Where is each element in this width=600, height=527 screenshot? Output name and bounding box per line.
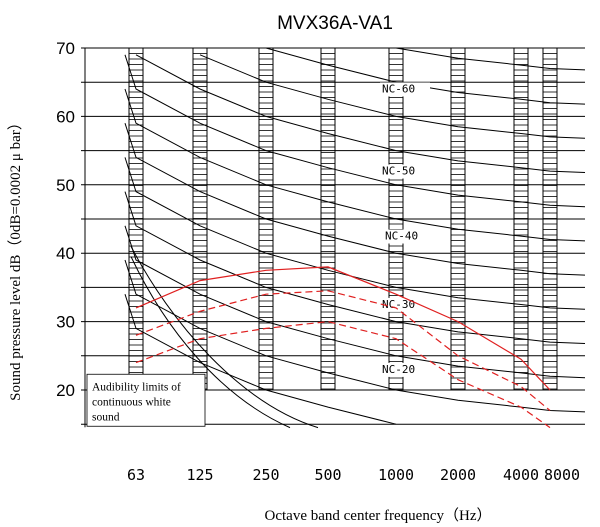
x-axis-label: Octave band center frequency（Hz） xyxy=(265,507,492,524)
nc-label-bg xyxy=(380,82,430,97)
annotation-text: Audibility limits of continuous white soun… xyxy=(92,381,181,423)
x-tick-labels: 63 125 250 500 1000 2000 4000 8000 xyxy=(127,466,580,484)
y-tick-label: 50 xyxy=(56,176,75,195)
nc-curve xyxy=(135,54,586,173)
nc-label: NC-20 xyxy=(382,363,415,376)
nc-curve xyxy=(124,225,586,379)
nc-label-bg xyxy=(380,362,430,377)
nc-curve xyxy=(124,294,397,425)
y-tick-labels: 20 30 40 50 60 70 xyxy=(56,39,75,400)
x-tick-label: 1000 xyxy=(378,466,414,484)
nc-labels: NC-60 NC-50 NC-40 NC-30 NC-20 xyxy=(380,82,433,377)
y-tick-label: 40 xyxy=(56,244,75,263)
nc-curve xyxy=(265,47,586,105)
x-tick-label: 2000 xyxy=(440,466,476,484)
nc-label: NC-60 xyxy=(382,82,415,95)
nc-curve xyxy=(124,54,586,208)
annotation-line: sound xyxy=(92,411,120,423)
band-strip xyxy=(128,47,144,390)
nc-curve xyxy=(199,54,586,139)
nc-label-bg xyxy=(383,229,433,244)
annotation-line: Audibility limits of xyxy=(92,381,181,393)
x-tick-label: 500 xyxy=(314,466,341,484)
nc-label: NC-40 xyxy=(385,230,418,243)
nc-curves xyxy=(124,47,586,429)
nc-label-bg xyxy=(380,297,430,312)
nc-curve xyxy=(124,88,586,242)
audibility-curve xyxy=(130,246,319,429)
series-line xyxy=(135,290,551,411)
band-strip xyxy=(258,47,274,390)
y-tick-label: 70 xyxy=(56,39,75,58)
nc-curve xyxy=(395,47,586,71)
series-line xyxy=(135,266,551,391)
annotation-line: continuous white xyxy=(92,396,171,408)
x-tick-label: 125 xyxy=(186,466,213,484)
x-tick-label: 63 xyxy=(127,466,145,484)
measured-series xyxy=(135,266,551,429)
x-tick-label: 8000 xyxy=(544,466,580,484)
y-tick-label: 60 xyxy=(56,107,75,126)
band-strip xyxy=(513,47,529,390)
chart-title: MVX36A-VA1 xyxy=(277,13,393,34)
nc-curve xyxy=(124,259,586,413)
annotation-frame xyxy=(86,373,206,427)
nc-label: NC-30 xyxy=(382,298,415,311)
band-strip xyxy=(542,47,558,390)
x-tick-label: 250 xyxy=(252,466,279,484)
nc-curve xyxy=(124,123,586,276)
x-tick-label: 4000 xyxy=(503,466,539,484)
audibility-annotation: Audibility limits of continuous white soun… xyxy=(86,373,206,427)
nc-curve xyxy=(124,157,586,310)
nc-label: NC-50 xyxy=(382,165,415,178)
nc-label-bg xyxy=(380,164,430,179)
band-strip xyxy=(320,47,336,390)
audibility-curve xyxy=(130,256,291,429)
y-tick-label: 30 xyxy=(56,313,75,332)
nc-curve xyxy=(124,191,586,344)
frequency-bands xyxy=(128,47,558,390)
y-axis-label: Sound pressure level dB（0dB=0.0002 μ bar… xyxy=(7,115,24,401)
y-tick-label: 20 xyxy=(56,381,75,400)
series-line xyxy=(135,320,551,429)
